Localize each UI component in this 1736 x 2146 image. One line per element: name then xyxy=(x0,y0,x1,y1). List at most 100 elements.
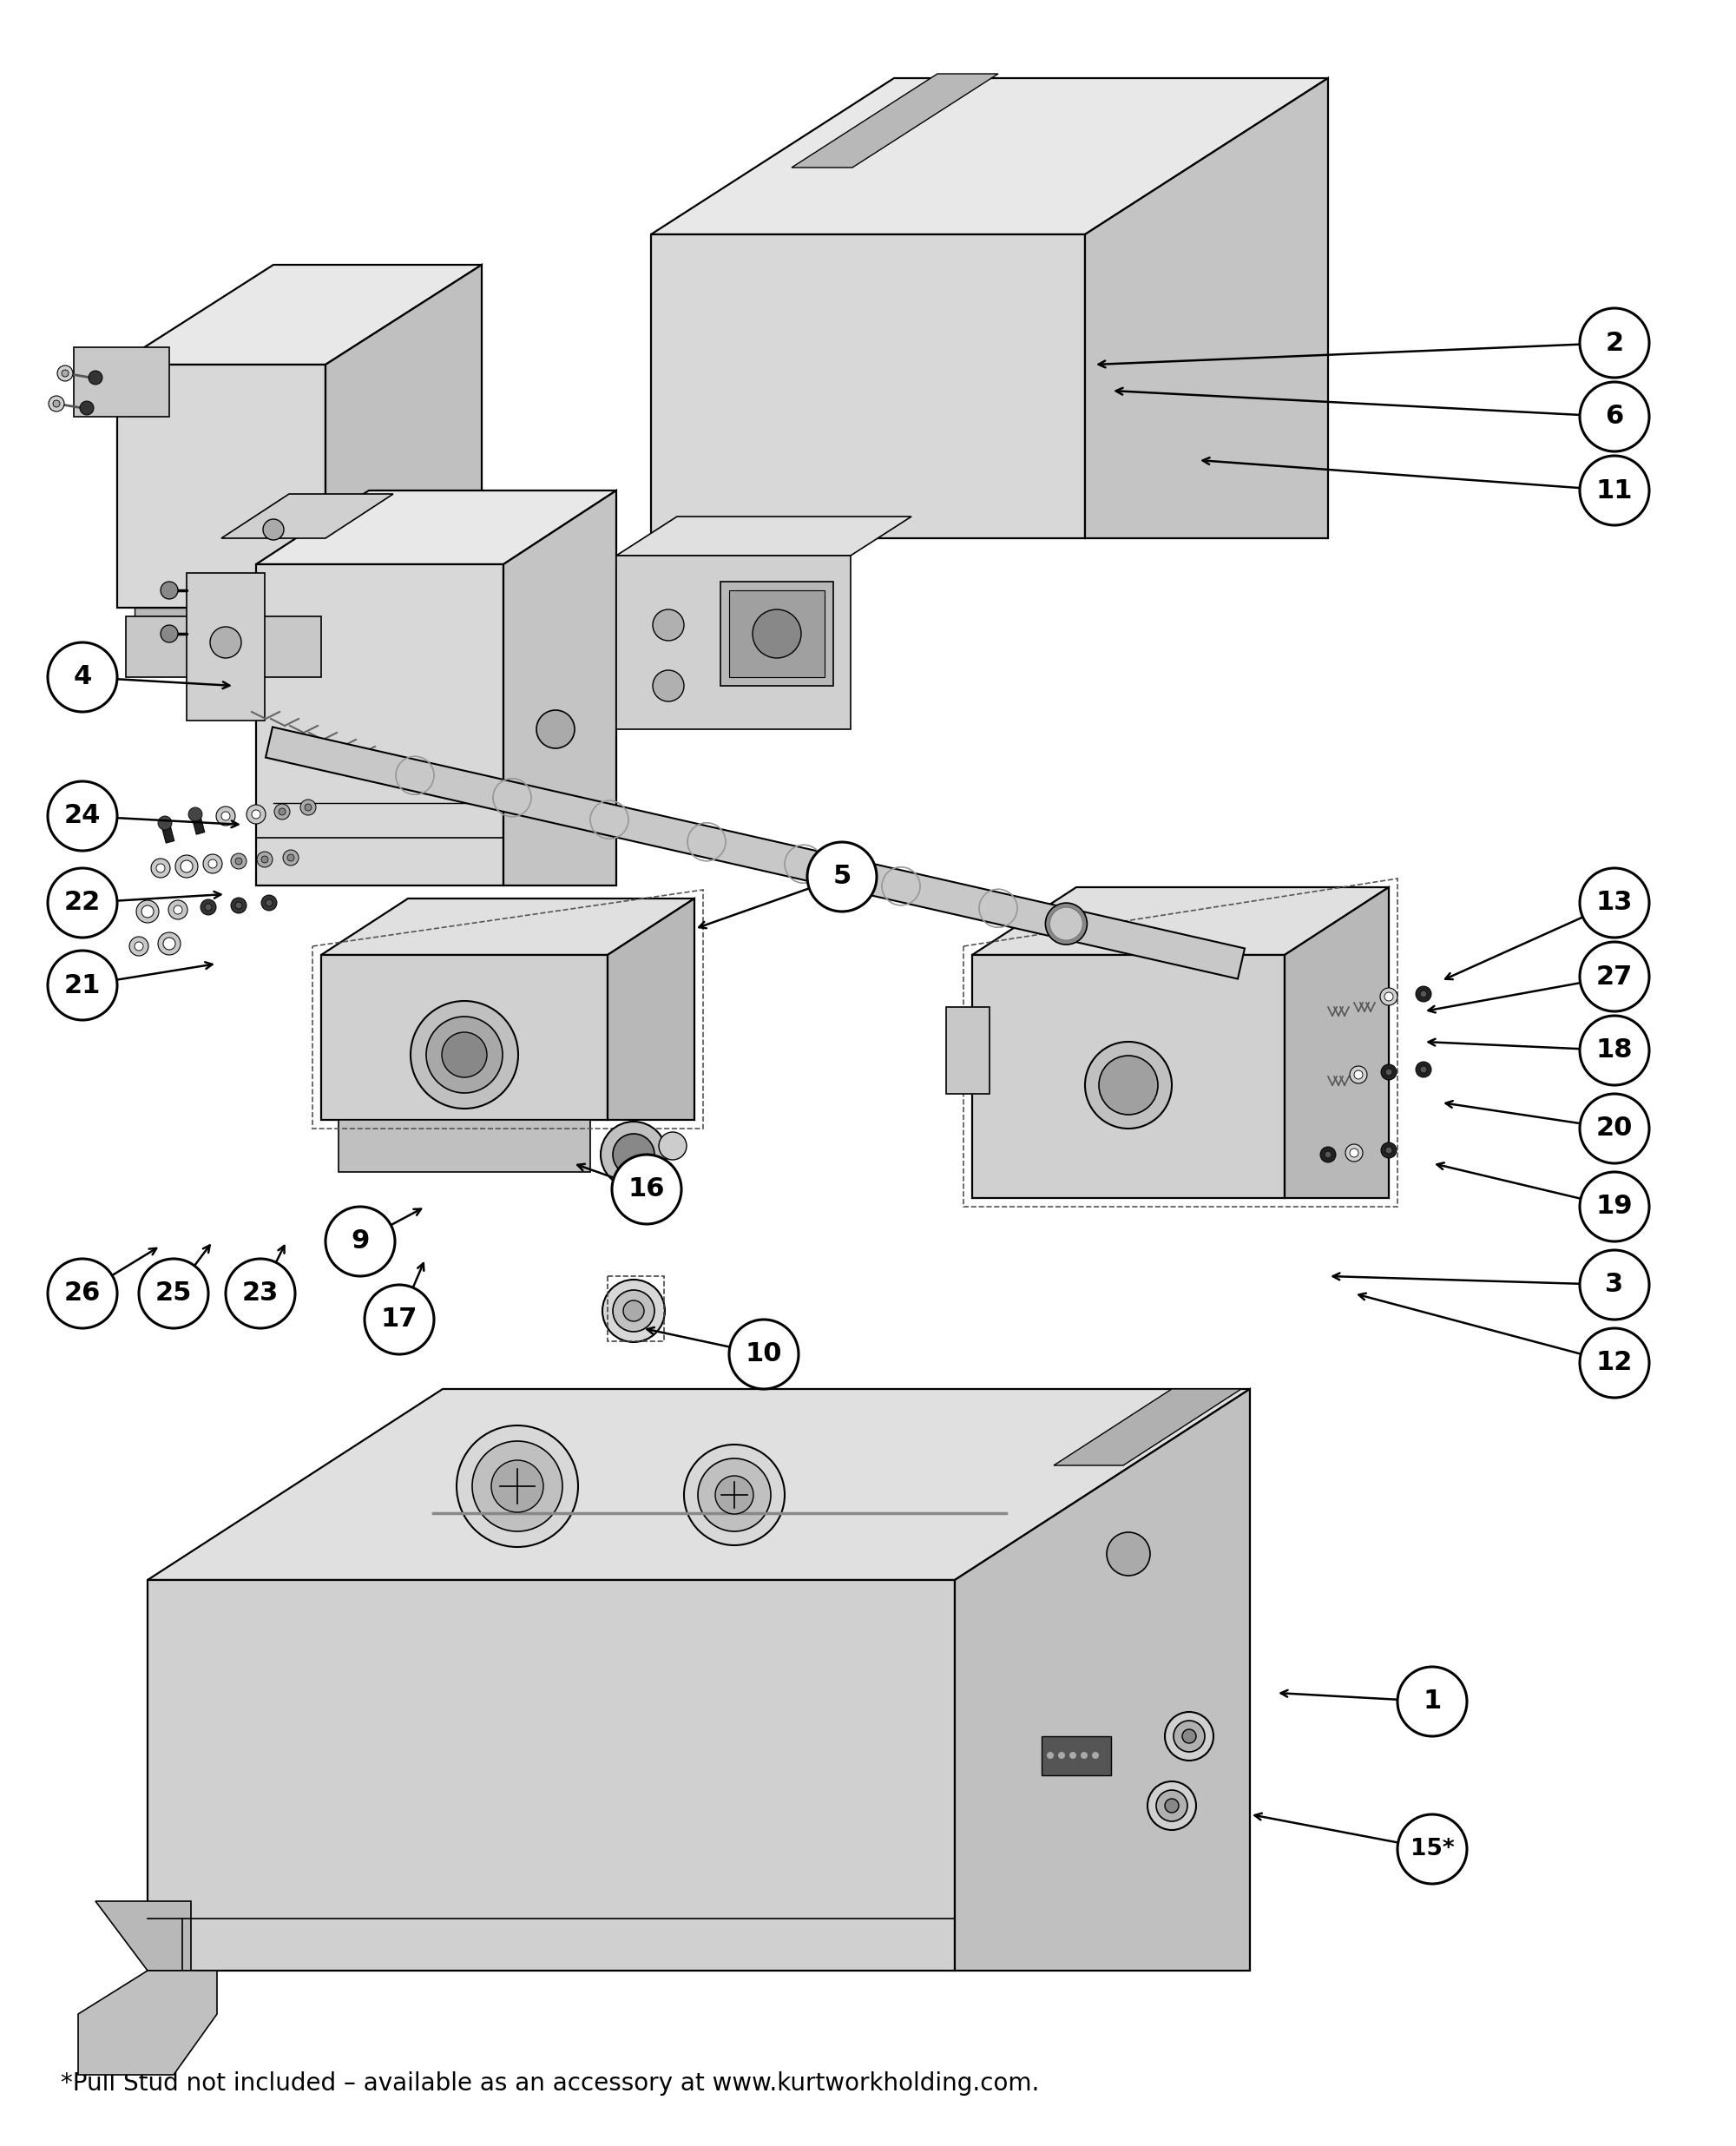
Polygon shape xyxy=(1285,886,1389,1197)
Circle shape xyxy=(135,942,142,951)
Circle shape xyxy=(181,861,193,873)
Text: 21: 21 xyxy=(64,972,101,998)
Text: 26: 26 xyxy=(64,1281,101,1307)
Circle shape xyxy=(1580,1172,1649,1240)
Circle shape xyxy=(1385,1069,1392,1075)
Text: 24: 24 xyxy=(64,803,101,828)
Circle shape xyxy=(427,1017,503,1092)
Circle shape xyxy=(80,401,94,414)
Bar xyxy=(720,582,833,687)
Circle shape xyxy=(611,1155,681,1223)
Text: 2: 2 xyxy=(1606,330,1623,356)
Circle shape xyxy=(1080,1751,1087,1760)
Bar xyxy=(729,590,825,678)
Circle shape xyxy=(729,1320,799,1388)
Circle shape xyxy=(168,899,187,918)
Circle shape xyxy=(1059,1751,1066,1760)
Circle shape xyxy=(1397,1813,1467,1884)
Polygon shape xyxy=(616,556,851,730)
Circle shape xyxy=(601,1122,667,1187)
Text: 16: 16 xyxy=(628,1176,665,1202)
Circle shape xyxy=(1099,1056,1158,1114)
Circle shape xyxy=(175,854,198,878)
Circle shape xyxy=(49,395,64,412)
Circle shape xyxy=(698,1459,771,1532)
Circle shape xyxy=(1580,942,1649,1011)
Polygon shape xyxy=(946,1006,990,1094)
Circle shape xyxy=(1156,1790,1187,1822)
Circle shape xyxy=(1345,1144,1363,1161)
Polygon shape xyxy=(321,955,608,1120)
Circle shape xyxy=(441,1032,486,1077)
Circle shape xyxy=(807,841,877,912)
Polygon shape xyxy=(148,1388,1250,1579)
Circle shape xyxy=(411,1000,517,1109)
Polygon shape xyxy=(972,955,1285,1197)
Circle shape xyxy=(49,781,118,850)
Circle shape xyxy=(1085,1041,1172,1129)
Circle shape xyxy=(203,854,222,873)
Circle shape xyxy=(1047,1751,1054,1760)
Circle shape xyxy=(260,856,267,863)
Circle shape xyxy=(142,906,153,918)
Circle shape xyxy=(278,809,285,815)
Circle shape xyxy=(139,1260,208,1328)
Text: 5: 5 xyxy=(833,865,851,888)
Circle shape xyxy=(536,710,575,749)
Text: 17: 17 xyxy=(380,1307,418,1333)
Circle shape xyxy=(660,1133,687,1159)
Circle shape xyxy=(252,809,260,818)
Polygon shape xyxy=(651,234,1085,539)
Circle shape xyxy=(274,805,290,820)
Circle shape xyxy=(187,807,201,822)
Polygon shape xyxy=(339,1120,590,1172)
Circle shape xyxy=(326,1206,396,1277)
Circle shape xyxy=(684,1444,785,1545)
Polygon shape xyxy=(616,517,911,556)
Circle shape xyxy=(231,897,247,914)
Polygon shape xyxy=(1085,77,1328,539)
Circle shape xyxy=(1580,1094,1649,1163)
Circle shape xyxy=(1380,987,1397,1004)
Polygon shape xyxy=(135,607,205,650)
Circle shape xyxy=(163,938,175,951)
Polygon shape xyxy=(73,348,170,416)
Circle shape xyxy=(260,895,278,910)
Circle shape xyxy=(257,852,273,867)
Text: 27: 27 xyxy=(1595,964,1634,989)
Circle shape xyxy=(1165,1798,1179,1813)
Circle shape xyxy=(472,1442,562,1532)
Circle shape xyxy=(210,627,241,659)
Circle shape xyxy=(1580,1015,1649,1086)
Circle shape xyxy=(1147,1781,1196,1831)
Circle shape xyxy=(231,854,247,869)
Circle shape xyxy=(1580,455,1649,526)
Circle shape xyxy=(1045,903,1087,944)
Circle shape xyxy=(1325,1150,1332,1159)
Circle shape xyxy=(283,850,299,865)
Circle shape xyxy=(715,1476,753,1515)
Text: 13: 13 xyxy=(1595,891,1634,916)
Circle shape xyxy=(1382,1064,1396,1079)
Circle shape xyxy=(135,899,160,923)
Circle shape xyxy=(1165,1713,1213,1760)
Polygon shape xyxy=(792,73,998,167)
Circle shape xyxy=(1092,1751,1099,1760)
Polygon shape xyxy=(608,899,694,1120)
Bar xyxy=(160,820,174,843)
Text: 3: 3 xyxy=(1606,1273,1623,1298)
Polygon shape xyxy=(118,264,483,365)
Text: *Pull Stud not included – available as an accessory at www.kurtworkholding.com.: *Pull Stud not included – available as a… xyxy=(61,2071,1040,2097)
Text: 1: 1 xyxy=(1424,1689,1441,1715)
Polygon shape xyxy=(651,77,1328,234)
Circle shape xyxy=(156,865,165,873)
Circle shape xyxy=(201,899,215,914)
Circle shape xyxy=(222,811,229,820)
Circle shape xyxy=(158,815,172,831)
Text: 22: 22 xyxy=(64,891,101,916)
Circle shape xyxy=(1382,1142,1396,1159)
Text: 25: 25 xyxy=(155,1281,193,1307)
Polygon shape xyxy=(187,573,264,721)
Circle shape xyxy=(49,642,118,712)
Circle shape xyxy=(623,1300,644,1322)
